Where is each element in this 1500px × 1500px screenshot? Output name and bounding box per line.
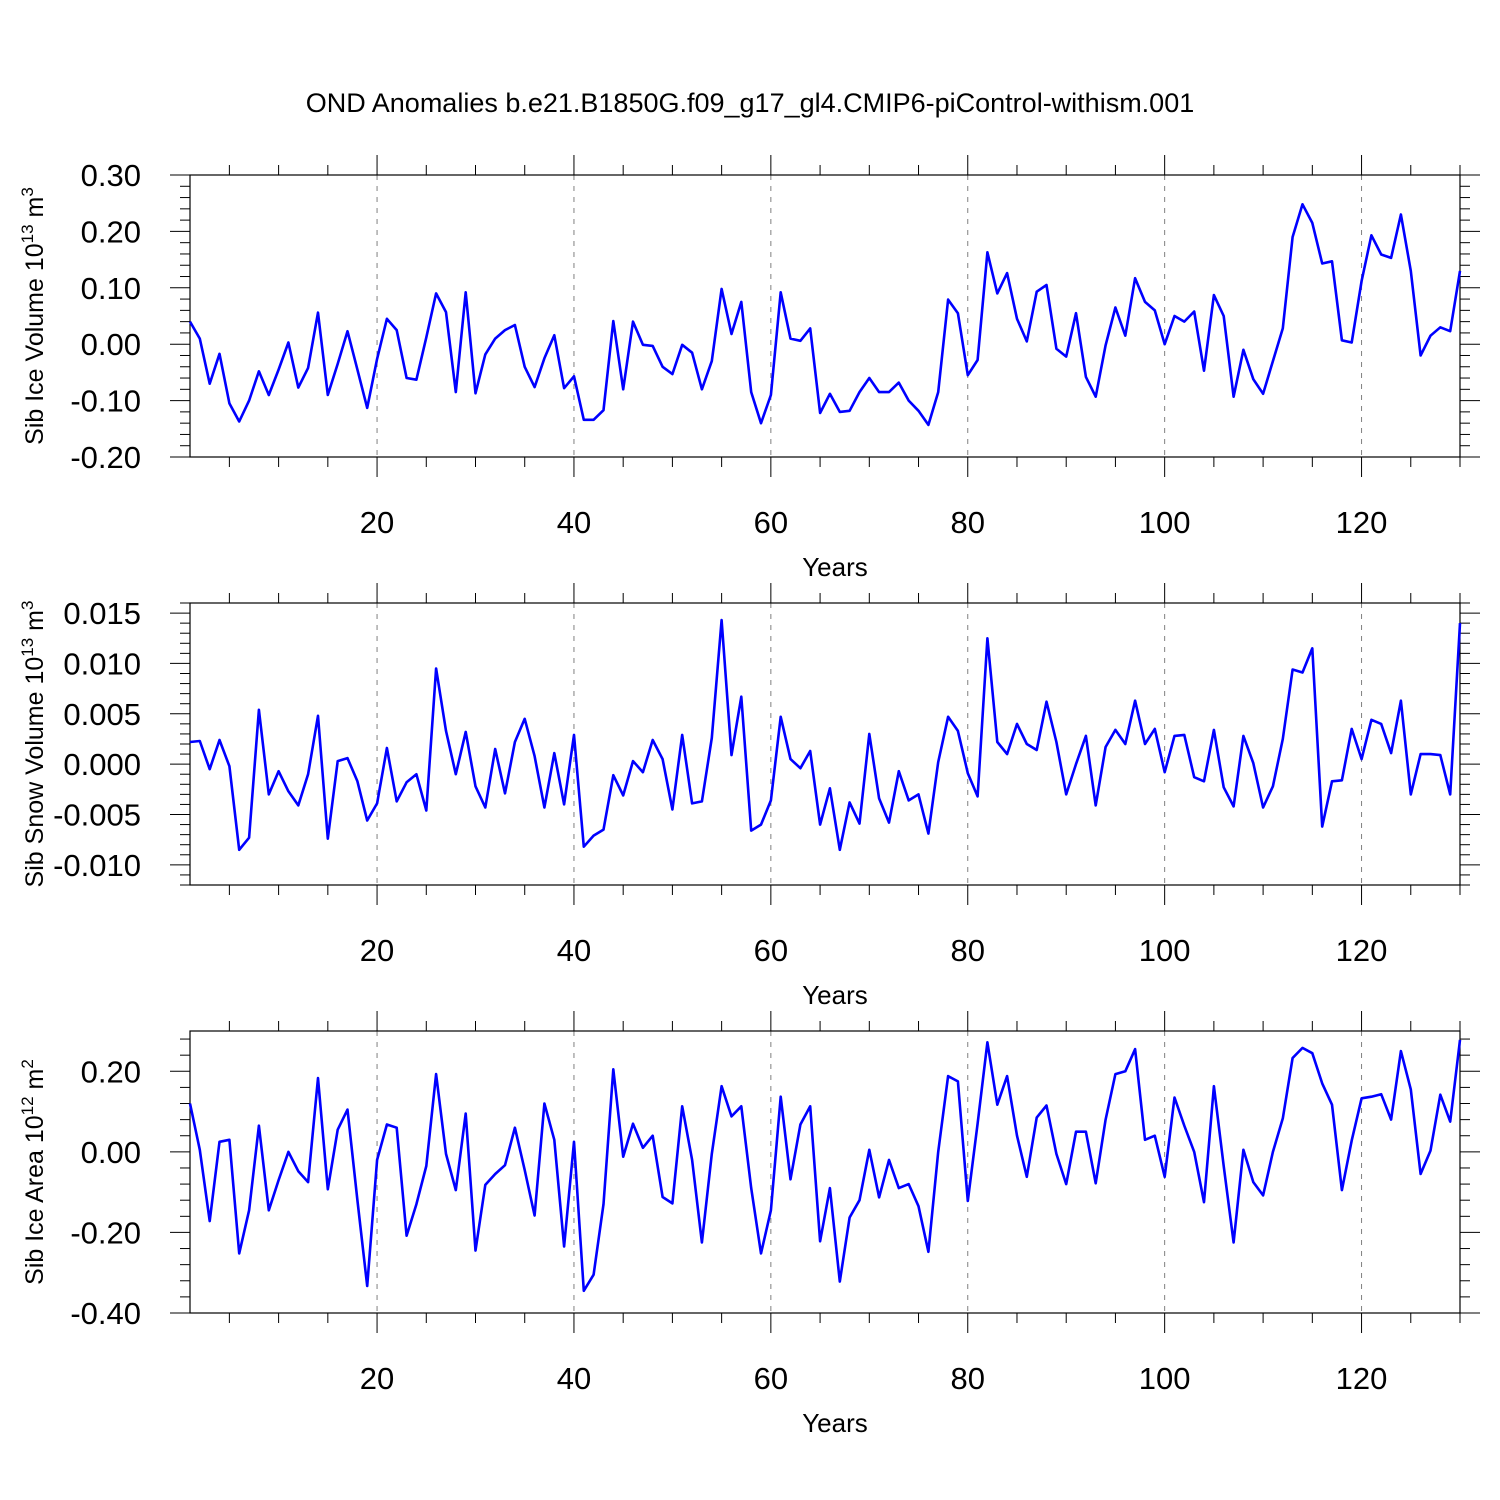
y-axis-label-unit: m [21,1069,49,1097]
panel-ice-volume: -0.20 -0.10 0.00 0.10 0.20 0.30 20 40 60 80 100 120… [18,155,1480,582]
y-axis-label-unit: m [21,610,49,638]
x-tick-label: 120 [1336,1361,1388,1396]
x-tick-label: 40 [557,505,591,540]
x-tick-label: 20 [360,933,394,968]
y-tick-label: 0.005 [63,697,141,732]
x-tick-label: 100 [1139,505,1191,540]
y-tick-label: -0.40 [70,1296,141,1331]
x-axis-label: Years [802,980,868,1010]
y-axis-label-unit: m [21,197,49,225]
x-axis-label: Years [802,1408,868,1438]
y-axis-label-unit-exponent: 3 [18,187,37,196]
y-tick-label: 0.20 [81,1054,141,1089]
y-axis-label-exponent: 12 [18,1096,37,1115]
y-axis-label-exponent: 13 [18,638,37,657]
plot-frame [189,1030,1461,1314]
panel-snow-volume: -0.010 -0.005 0.000 0.005 0.010 0.015 20 40 60 80… [18,583,1480,1010]
y-tick-label: -0.010 [53,848,141,883]
x-tick-label: 60 [754,1361,788,1396]
y-tick-label: 0.20 [81,214,141,249]
y-tick-label: 0.30 [81,158,141,193]
y-tick-label: 0.010 [63,646,141,681]
y-tick-label: 0.015 [63,596,141,631]
y-axis-label-text: Sib Snow Volume 10 [21,657,49,888]
x-axis-label: Years [802,552,868,582]
x-tick-label: 40 [557,1361,591,1396]
y-tick-label: -0.10 [70,384,141,419]
y-axis-label: Sib Snow Volume 1013 m3 [18,601,49,888]
y-tick-label: -0.005 [53,798,141,833]
x-tick-label: 60 [754,933,788,968]
y-axis-label-unit-exponent: 2 [18,1059,37,1068]
x-tick-label: 80 [951,505,985,540]
x-tick-label: 120 [1336,505,1388,540]
x-tick-label: 40 [557,933,591,968]
series-line [188,1039,1462,1293]
y-tick-label: 0.10 [81,271,141,306]
x-tick-label: 80 [951,1361,985,1396]
series-line [188,203,1462,427]
y-tick-label: -0.20 [70,440,141,475]
y-axis-label-exponent: 13 [18,224,37,243]
y-tick-label: -0.20 [70,1215,141,1250]
x-tick-label: 120 [1336,933,1388,968]
figure-title: OND Anomalies b.e21.B1850G.f09_g17_gl4.C… [306,88,1194,118]
x-tick-label: 80 [951,933,985,968]
panel-ice-area: -0.40 -0.20 0.00 0.20 20 40 60 80 100 120 Years Sib… [18,1011,1480,1438]
x-tick-label: 20 [360,1361,394,1396]
y-tick-label: 0.000 [63,747,141,782]
x-tick-label: 100 [1139,933,1191,968]
y-tick-label: 0.00 [81,327,141,362]
y-axis-label-unit-exponent: 3 [18,601,37,610]
x-tick-label: 60 [754,505,788,540]
y-axis-label: Sib Ice Area 1012 m2 [18,1059,49,1285]
series-line [189,618,1462,852]
plot-frame [189,174,1461,458]
x-tick-label: 20 [360,505,394,540]
y-axis-label-text: Sib Ice Area 10 [21,1115,49,1285]
plot-frame [189,602,1461,886]
y-tick-label: 0.00 [81,1135,141,1170]
y-axis-label: Sib Ice Volume 1013 m3 [18,187,49,445]
y-axis-label-text: Sib Ice Volume 10 [21,243,49,445]
x-tick-label: 100 [1139,1361,1191,1396]
